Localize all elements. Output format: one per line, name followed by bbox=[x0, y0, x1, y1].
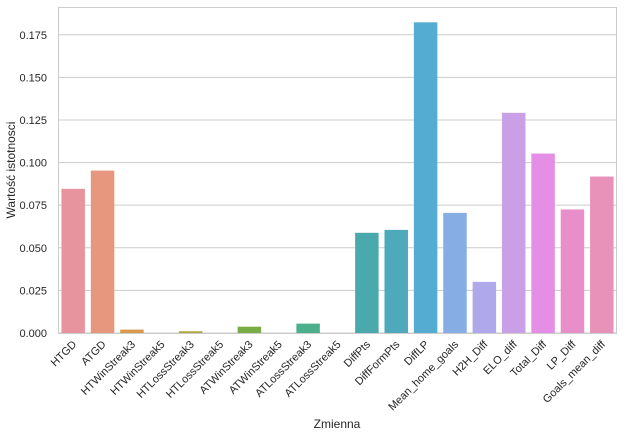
y-tick-label: 0.050 bbox=[19, 243, 47, 255]
bar-atwinstreak3 bbox=[237, 326, 262, 333]
y-tick-label: 0.000 bbox=[19, 328, 47, 340]
bar-goals-mean-diff bbox=[590, 176, 614, 333]
bar-diffformpts bbox=[384, 229, 408, 333]
bar-elo-diff bbox=[501, 112, 526, 333]
bar-h2h-diff bbox=[472, 281, 497, 333]
y-tick-label: 0.125 bbox=[19, 115, 47, 127]
plot-frame bbox=[58, 7, 617, 334]
bar-mean-home-goals bbox=[443, 212, 467, 333]
y-tick-labels: 0.000 0.025 0.050 0.075 0.100 0.125 0.150 0.175 bbox=[19, 30, 47, 340]
x-tick-label: HTGD bbox=[49, 339, 80, 370]
bar-htlossstreak3 bbox=[178, 331, 203, 333]
bar-total-diff bbox=[531, 153, 555, 333]
bar-atlossstreak3 bbox=[296, 323, 320, 333]
y-tick-label: 0.075 bbox=[19, 200, 47, 212]
x-tick-labels: HTGD ATGDHTWinStreak3HTWinStreak5HTLossSt… bbox=[49, 338, 609, 413]
bar-atgd bbox=[90, 170, 115, 333]
y-tick-label: 0.175 bbox=[19, 30, 47, 42]
gridlines bbox=[58, 34, 617, 334]
x-axis-label: Zmienna bbox=[314, 417, 361, 431]
y-tick-label: 0.100 bbox=[19, 158, 47, 170]
bar-lp-diff bbox=[560, 209, 585, 333]
bars bbox=[61, 22, 614, 333]
y-axis-label: Wartość istotnosci bbox=[4, 122, 18, 219]
bar-htgd bbox=[61, 188, 85, 333]
bar-difflp bbox=[413, 22, 438, 333]
y-tick-label: 0.150 bbox=[19, 72, 47, 84]
bar-diffpts bbox=[355, 232, 379, 333]
bar-htwinstreak3 bbox=[120, 329, 144, 333]
y-tick-label: 0.025 bbox=[19, 285, 47, 297]
